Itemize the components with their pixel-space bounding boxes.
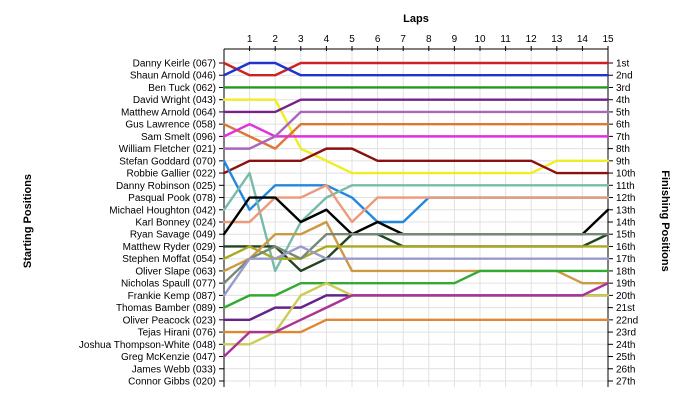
lap-tick-label: 5 <box>349 34 355 45</box>
finishing-position-label: 26th <box>616 364 635 375</box>
starting-position-label: Oliver Peacock (023) <box>123 315 216 326</box>
starting-position-label: Karl Bonney (024) <box>135 218 216 229</box>
lap-tick-label: 4 <box>324 34 330 45</box>
finishing-position-label: 7th <box>616 132 630 143</box>
starting-position-label: David Wright (043) <box>133 95 216 106</box>
lap-tick-label: 1 <box>247 34 253 45</box>
driver-position-line <box>222 98 610 114</box>
finishing-position-label: 16th <box>616 242 635 253</box>
starting-position-label: Shaun Arnold (046) <box>130 71 216 82</box>
driver-position-line <box>222 184 610 224</box>
starting-position-label: Robbie Gallier (022) <box>127 169 217 180</box>
starting-position-label: Danny Keirle (067) <box>133 59 216 70</box>
starting-position-label: Frankie Kemp (087) <box>128 291 216 302</box>
finishing-position-label: 3rd <box>616 83 630 94</box>
finishing-position-label: 14th <box>616 218 635 229</box>
lap-tick-label: 7 <box>400 34 406 45</box>
lap-tick-label: 9 <box>452 34 458 45</box>
starting-position-label: Tejas Hirani (076) <box>138 328 216 339</box>
starting-position-label: Greg McKenzie (047) <box>121 352 216 363</box>
starting-position-label: Matthew Arnold (064) <box>121 107 216 118</box>
finishing-position-label: 27th <box>616 377 635 388</box>
starting-position-label: Michael Houghton (042) <box>109 205 216 216</box>
lap-tick-label: 10 <box>474 34 486 45</box>
driver-position-line <box>222 147 610 175</box>
lap-tick-label: 8 <box>426 34 432 45</box>
starting-position-label: Ben Tuck (062) <box>148 83 216 94</box>
finishing-position-label: 19th <box>616 279 635 290</box>
lap-tick-label: 13 <box>551 34 563 45</box>
driver-position-line <box>222 245 610 297</box>
driver-position-line <box>222 196 610 236</box>
starting-position-label: Nicholas Spaull (077) <box>121 279 216 290</box>
starting-position-label: William Fletcher (021) <box>119 144 216 155</box>
driver-position-line <box>222 61 610 77</box>
finishing-position-label: 6th <box>616 120 630 131</box>
driver-position-line <box>222 245 610 260</box>
starting-position-label: Ryan Savage (049) <box>130 230 216 241</box>
axis-labels: Danny Keirle (067) 1st Shaun Arnold (046) 2… <box>79 34 638 388</box>
lap-tick-label: 15 <box>602 34 614 45</box>
starting-position-label: Pasqual Pook (078) <box>128 193 216 204</box>
finishing-position-label: 17th <box>616 254 635 265</box>
finishing-position-label: 4th <box>616 95 630 106</box>
driver-position-line <box>222 233 610 273</box>
starting-position-label: Stephen Moffat (054) <box>122 254 216 265</box>
driver-position-line <box>222 171 610 273</box>
lap-tick-label: 14 <box>577 34 589 45</box>
finishing-position-label: 2nd <box>616 71 633 82</box>
starting-position-label: Stefan Goddard (070) <box>119 156 216 167</box>
finishing-position-label: 22nd <box>616 315 638 326</box>
driver-position-line <box>222 110 610 150</box>
series-lines <box>222 61 610 358</box>
lap-tick-label: 11 <box>500 34 511 45</box>
finishing-position-label: 8th <box>616 144 630 155</box>
starting-position-label: Matthew Ryder (029) <box>123 242 216 253</box>
finishing-position-label: 9th <box>616 156 630 167</box>
finishing-position-label: 10th <box>616 169 635 180</box>
finishing-position-label: 12th <box>616 193 635 204</box>
starting-position-label: Oliver Slape (063) <box>135 266 216 277</box>
finishing-position-label: 24th <box>616 340 635 351</box>
starting-position-label: Joshua Thompson-White (048) <box>79 340 216 351</box>
driver-position-line <box>222 269 610 309</box>
finishing-position-label: 13th <box>616 205 635 216</box>
driver-position-line <box>222 318 610 334</box>
right-axis-title: Finishing Positions <box>659 170 671 271</box>
finishing-position-label: 23rd <box>616 328 636 339</box>
chart-title: Laps <box>403 13 429 25</box>
lap-tick-label: 2 <box>272 34 278 45</box>
left-axis-title: Starting Positions <box>22 174 34 268</box>
finishing-position-label: 18th <box>616 266 635 277</box>
lap-tick-label: 3 <box>298 34 304 45</box>
lap-tick-label: 6 <box>375 34 381 45</box>
finishing-position-label: 25th <box>616 352 635 363</box>
finishing-position-label: 21st <box>616 303 635 314</box>
starting-position-label: Gus Lawrence (058) <box>125 120 216 131</box>
finishing-position-label: 11th <box>616 181 635 192</box>
driver-position-line <box>222 281 610 358</box>
starting-position-label: Thomas Bamber (089) <box>116 303 216 314</box>
lap-tick-label: 12 <box>526 34 538 45</box>
finishing-position-label: 1st <box>616 59 630 70</box>
finishing-position-label: 20th <box>616 291 635 302</box>
finishing-position-label: 15th <box>616 230 635 241</box>
finishing-position-label: 5th <box>616 107 630 118</box>
starting-position-label: James Webb (033) <box>132 364 216 375</box>
starting-position-label: Sam Smelt (096) <box>141 132 216 143</box>
starting-position-label: Danny Robinson (025) <box>116 181 216 192</box>
axes <box>219 46 613 387</box>
starting-position-label: Connor Gibbs (020) <box>128 377 216 388</box>
driver-position-line <box>222 122 610 138</box>
